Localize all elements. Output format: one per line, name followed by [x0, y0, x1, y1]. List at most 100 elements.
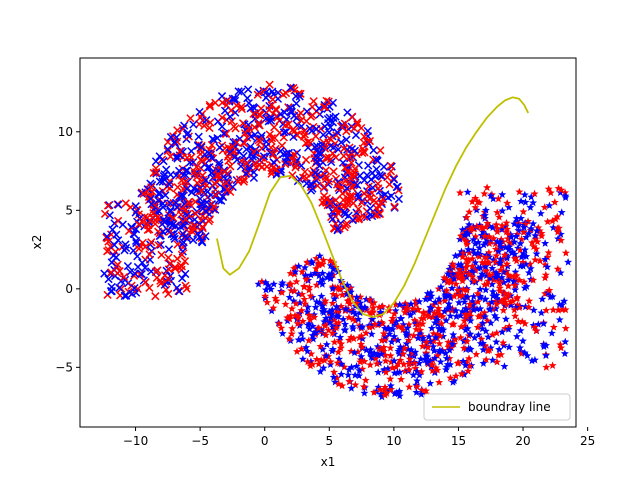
data-point-star — [380, 391, 389, 399]
data-point-x — [269, 150, 278, 159]
data-point-x — [137, 269, 146, 279]
data-point-star — [556, 236, 565, 244]
data-point-star — [390, 335, 399, 343]
data-point-star — [479, 345, 488, 354]
data-point-x — [340, 119, 350, 128]
data-point-x — [255, 121, 264, 130]
data-point-star — [489, 194, 498, 203]
data-point-star — [495, 345, 504, 353]
data-point-star — [468, 223, 477, 232]
data-point-x — [282, 153, 291, 162]
data-point-star — [524, 268, 533, 277]
data-point-x — [155, 177, 165, 186]
data-point-star — [361, 376, 370, 384]
data-point-x — [164, 245, 174, 254]
data-point-star — [328, 322, 337, 331]
data-point-star — [348, 322, 357, 331]
data-point-x — [180, 217, 190, 226]
data-point-star — [400, 308, 409, 316]
data-point-star — [498, 206, 507, 215]
data-point-star — [526, 259, 535, 268]
data-point-star — [314, 260, 323, 269]
data-point-star — [457, 322, 466, 331]
data-point-x — [289, 111, 299, 120]
data-point-x — [348, 216, 357, 225]
data-point-x — [215, 143, 224, 152]
data-point-star — [451, 371, 460, 380]
data-point-x — [189, 120, 198, 129]
data-point-x — [279, 128, 289, 137]
data-point-star — [444, 338, 453, 346]
data-point-star — [303, 258, 312, 267]
data-point-star — [489, 255, 498, 264]
data-point-x — [163, 226, 173, 235]
data-point-x — [324, 118, 333, 128]
data-point-x — [237, 102, 246, 111]
data-point-star — [520, 348, 529, 357]
data-point-star — [326, 360, 335, 369]
data-point-x — [163, 146, 172, 156]
data-point-star — [417, 386, 426, 394]
data-point-star — [415, 331, 424, 339]
data-point-x — [197, 186, 206, 196]
data-point-x — [170, 137, 179, 147]
data-point-star — [476, 304, 485, 313]
data-point-x — [341, 210, 350, 219]
data-point-star — [427, 360, 436, 369]
data-point-star — [387, 385, 396, 393]
data-point-x — [154, 241, 163, 250]
data-point-star — [291, 267, 300, 276]
data-point-star — [510, 250, 519, 258]
data-point-star — [379, 347, 388, 355]
data-point-star — [503, 259, 511, 268]
data-point-star — [429, 329, 438, 338]
data-point-star — [316, 342, 325, 350]
data-point-star — [495, 259, 504, 267]
data-point-x — [205, 204, 214, 213]
data-point-star — [360, 388, 369, 397]
data-point-x — [141, 278, 150, 287]
data-point-star — [386, 343, 395, 352]
data-point-star — [347, 347, 356, 355]
data-point-x — [214, 170, 223, 180]
data-point-star — [386, 351, 395, 360]
data-point-star — [326, 274, 335, 283]
data-point-star — [564, 257, 573, 266]
data-point-star — [320, 356, 329, 364]
data-point-star — [458, 252, 467, 261]
data-point-star — [493, 237, 502, 246]
data-point-x — [334, 177, 343, 187]
data-point-star — [470, 333, 479, 342]
data-point-x — [173, 126, 182, 135]
data-point-star — [463, 240, 472, 248]
data-point-star — [488, 264, 497, 272]
data-point-star — [507, 232, 516, 241]
data-point-x — [301, 138, 311, 148]
data-point-star — [529, 275, 538, 284]
data-point-x — [353, 180, 362, 190]
data-point-star — [401, 299, 410, 308]
data-point-star — [385, 329, 394, 338]
data-point-star — [510, 237, 519, 246]
data-point-star — [381, 351, 390, 359]
data-point-x — [389, 175, 399, 184]
data-point-star — [443, 304, 452, 313]
data-point-star — [283, 316, 292, 325]
legend-label: boundray line — [468, 400, 551, 414]
data-point-x — [145, 283, 154, 292]
data-point-star — [455, 250, 464, 259]
data-point-star — [548, 361, 557, 369]
data-point-star — [415, 371, 424, 379]
data-point-star — [530, 189, 539, 198]
data-point-star — [527, 356, 536, 365]
data-point-star — [414, 305, 423, 313]
data-point-star — [327, 269, 336, 278]
data-point-x — [223, 152, 232, 161]
data-point-star — [464, 313, 473, 322]
data-point-star — [522, 282, 531, 290]
data-point-star — [390, 332, 399, 340]
data-point-star — [431, 298, 440, 306]
data-point-star — [430, 346, 439, 355]
y-axis-label: x2 — [30, 235, 44, 250]
data-point-x — [172, 202, 182, 212]
